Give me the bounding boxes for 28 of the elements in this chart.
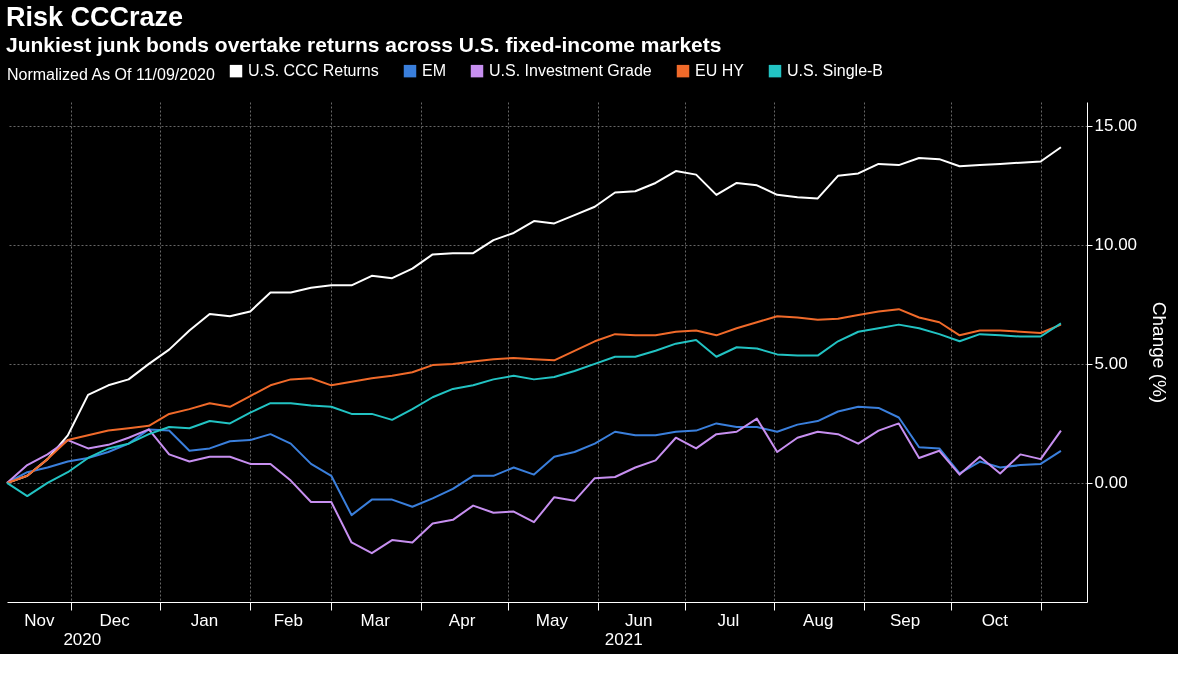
x-tick-label: Oct bbox=[981, 610, 1009, 630]
y-tick-label: 0.00 bbox=[1094, 473, 1128, 493]
x-tick-label: Jul bbox=[717, 610, 740, 630]
text: 2021 bbox=[604, 630, 643, 649]
x-tick-label: Apr bbox=[448, 610, 476, 630]
x-tick-label: Nov bbox=[24, 610, 55, 630]
legend-title: Normalized As Of 11/09/2020 bbox=[7, 66, 215, 83]
x-tick-label: Mar bbox=[360, 610, 391, 630]
text: 2020 bbox=[63, 630, 102, 649]
legend-label: U.S. Investment Grade bbox=[489, 62, 652, 80]
x-tick-label: Dec bbox=[99, 610, 131, 630]
legend-label: EU HY bbox=[695, 62, 745, 80]
y-axis-title: Change (%) bbox=[1149, 301, 1171, 404]
legend-label: U.S. Single-B bbox=[787, 62, 884, 80]
chart-title: Risk CCCraze bbox=[6, 2, 184, 32]
line-series bbox=[6, 417, 1062, 555]
y-tick-label: 15.00 bbox=[1094, 116, 1138, 136]
x-tick-label: Feb bbox=[273, 610, 304, 630]
legend-label: EM bbox=[422, 62, 446, 80]
x-tick-label: Sep bbox=[889, 610, 921, 630]
legend-label: U.S. CCC Returns bbox=[248, 62, 379, 80]
y-tick-label: 10.00 bbox=[1094, 235, 1138, 255]
x-tick-label: May bbox=[535, 610, 569, 630]
y-tick-label: 5.00 bbox=[1094, 354, 1128, 374]
chart-subtitle: Junkiest junk bonds overtake returns across U.S. fixed-income markets bbox=[6, 33, 722, 56]
x-tick-label: Jan bbox=[190, 610, 219, 630]
x-tick-label: Aug bbox=[803, 610, 834, 630]
x-tick-label: Jun bbox=[625, 610, 653, 630]
